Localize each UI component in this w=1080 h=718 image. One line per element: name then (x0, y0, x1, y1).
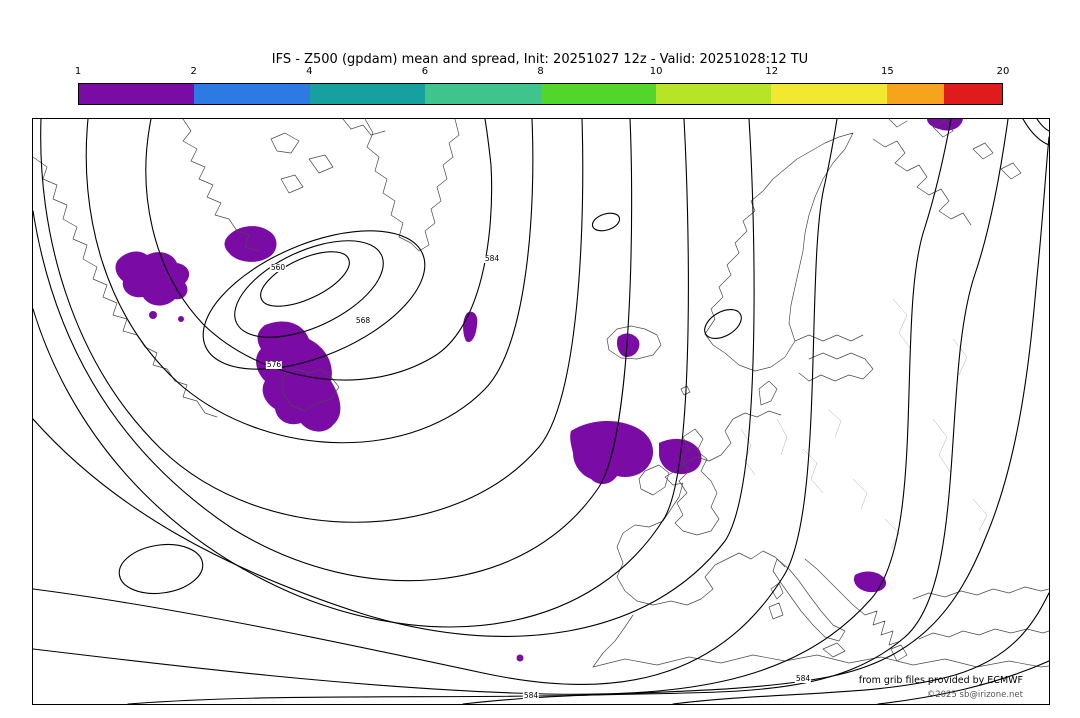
contour-closed-low (260, 251, 350, 307)
contour-line (33, 119, 689, 628)
colorbar-segment (425, 84, 541, 104)
map-area: 560 568 576 584 584 584 from grib files … (32, 118, 1050, 705)
colorbar-tick: 4 (306, 66, 313, 77)
contour-closed-small (704, 309, 742, 339)
contour-closed-low (234, 240, 384, 338)
contour-line (877, 660, 1049, 704)
contour-line (672, 592, 1049, 704)
colorbar-scale (78, 83, 1003, 105)
spread-region (927, 119, 963, 131)
colorbar-segment (944, 84, 1002, 104)
colorbar: 1 2 4 6 8 10 12 15 20 (74, 66, 1010, 105)
spread-region (115, 251, 190, 306)
contour-line (33, 119, 838, 685)
contour-line (1022, 119, 1049, 146)
contour-label: 568 (354, 316, 372, 325)
contour-label: 584 (522, 691, 540, 700)
coastline-mediterranean (592, 558, 1049, 668)
contour-closed-small (591, 212, 621, 232)
contour-line (33, 119, 633, 582)
colorbar-segment (771, 84, 887, 104)
contour-label: 584 (794, 674, 812, 683)
colorbar-segment (194, 84, 310, 104)
colorbar-segment (886, 84, 945, 104)
contour-line (1036, 119, 1049, 132)
colorbar-tick: 20 (996, 66, 1010, 77)
colorbar-tick: 1 (74, 66, 82, 77)
contour-closed-low (202, 230, 426, 370)
contour-line (85, 119, 534, 444)
contour-line (127, 119, 1009, 704)
colorbar-segment (540, 84, 656, 104)
contour-line (145, 119, 493, 381)
colorbar-tick: 10 (649, 66, 663, 77)
contour-label: 560 (269, 263, 287, 272)
coastline-russia (872, 119, 1022, 226)
coastline-north-america (33, 119, 460, 418)
colorbar-tick: 15 (881, 66, 894, 77)
border-line (740, 298, 988, 550)
spread-region (463, 311, 478, 343)
contour-line (462, 136, 1049, 704)
coastlines (33, 119, 1049, 668)
height-contours (33, 119, 1049, 704)
contour-line (33, 119, 952, 695)
coastline-europe (606, 132, 874, 606)
colorbar-segment (79, 84, 195, 104)
spread-region (178, 316, 184, 322)
colorbar-tick: 8 (537, 66, 544, 77)
contour-label: 584 (483, 254, 501, 263)
colorbar-tick: 2 (190, 66, 197, 77)
colorbar-segment (309, 84, 426, 104)
contour-line (33, 119, 755, 637)
spread-region (224, 226, 277, 262)
weather-map-svg (33, 119, 1049, 704)
spread-region (853, 571, 887, 593)
spread-regions (115, 119, 963, 662)
colorbar-segment (655, 84, 772, 104)
spread-region (617, 333, 640, 357)
credit-copyright: ©2025 sb@irizone.net (926, 690, 1023, 700)
spread-region (570, 420, 654, 485)
contour-line (40, 119, 584, 523)
colorbar-tick: 6 (421, 66, 429, 77)
colorbar-tick: 12 (765, 66, 779, 77)
spread-region (256, 321, 341, 432)
colorbar-ticks: 1 2 4 6 8 10 12 15 20 (74, 66, 1010, 81)
chart-title: IFS - Z500 (gpdam) mean and spread, Init… (271, 52, 809, 67)
border-lines (740, 298, 988, 550)
spread-region (149, 311, 157, 319)
contour-closed-small (118, 543, 204, 595)
spread-region (516, 654, 524, 662)
contour-label: 576 (265, 360, 283, 369)
credit-ecmwf: from grib files provided by ECMWF (858, 675, 1023, 686)
